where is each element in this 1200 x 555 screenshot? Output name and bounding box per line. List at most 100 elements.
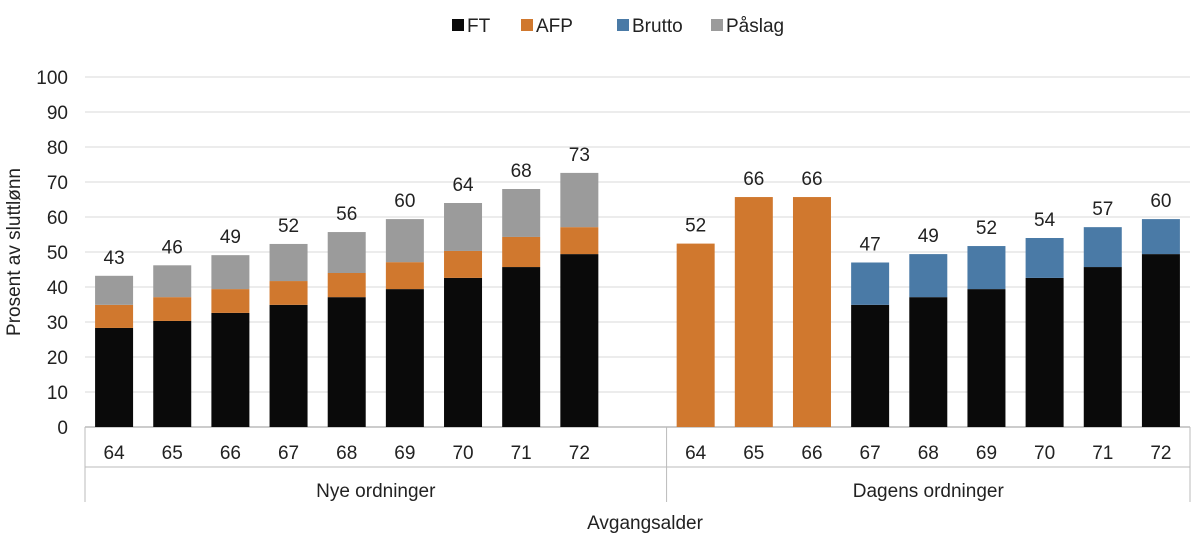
data-label: 60 — [394, 191, 415, 212]
y-tick-label: 0 — [57, 418, 68, 439]
bar-ft — [560, 254, 599, 427]
bar-afp — [153, 297, 192, 321]
x-tick-label: 69 — [976, 443, 997, 464]
legend-label: Påslag — [726, 16, 784, 37]
x-tick-label: 67 — [278, 443, 299, 464]
y-tick-label: 10 — [47, 383, 68, 404]
legend-label: AFP — [536, 16, 573, 37]
bar-ft — [967, 289, 1006, 427]
x-axis-label: Avgangsalder — [587, 513, 704, 534]
bar-afp — [385, 262, 424, 290]
data-label: 56 — [336, 204, 357, 225]
bar-ft — [269, 304, 308, 427]
bar-afp — [327, 273, 366, 298]
y-axis-ticks: 0 10 20 30 40 50 60 70 80 90 100 — [36, 68, 68, 439]
bar-ft — [909, 297, 948, 427]
x-tick-label: 70 — [1034, 443, 1055, 464]
bar-afp — [502, 236, 541, 268]
bar-brutto — [1141, 219, 1180, 255]
data-label: 64 — [452, 175, 474, 196]
data-label: 66 — [801, 169, 822, 190]
data-label: 54 — [1034, 210, 1056, 231]
y-tick-label: 80 — [47, 138, 68, 159]
x-tick-label: 72 — [1150, 443, 1171, 464]
legend-swatch-brutto — [617, 19, 629, 31]
y-axis-label: Prosent av sluttlønn — [4, 168, 25, 336]
bar-afp — [211, 289, 250, 313]
bar-afp — [269, 281, 308, 305]
bar-afp — [792, 197, 831, 427]
bars: 43 46 49 52 56 60 64 68 73 52 66 66 47 49 52 54 57 60 — [95, 145, 1180, 427]
data-label: 52 — [685, 216, 706, 237]
bar-ft — [153, 320, 192, 427]
data-label: 46 — [162, 237, 183, 258]
data-label: 49 — [918, 226, 939, 247]
x-tick-label: 70 — [452, 443, 473, 464]
bar-påslag — [95, 275, 134, 305]
x-tick-label: 64 — [104, 443, 126, 464]
x-tick-label: 71 — [1092, 443, 1113, 464]
bar-afp — [95, 304, 134, 328]
group-label: Nye ordninger — [316, 481, 436, 502]
bar-afp — [676, 243, 715, 427]
data-label: 47 — [860, 235, 881, 256]
x-tick-label: 71 — [511, 443, 532, 464]
y-tick-label: 90 — [47, 103, 68, 124]
x-axis: 64 65 66 67 68 69 70 71 72 64 65 66 67 68 69 70 71 72 Nye … — [84, 427, 1191, 502]
y-tick-label: 20 — [47, 348, 68, 369]
x-tick-label: 68 — [336, 443, 357, 464]
data-label: 49 — [220, 227, 241, 248]
data-label: 68 — [511, 161, 532, 182]
bar-brutto — [1083, 227, 1122, 268]
data-label: 66 — [743, 169, 764, 190]
bar-påslag — [269, 243, 308, 282]
bar-brutto — [909, 254, 948, 298]
x-tick-label: 66 — [801, 443, 822, 464]
legend-swatch-afp — [521, 19, 533, 31]
y-tick-label: 50 — [47, 243, 68, 264]
bar-brutto — [967, 246, 1006, 290]
bar-ft — [327, 297, 366, 427]
gridlines — [85, 76, 1190, 428]
data-label: 43 — [104, 248, 125, 269]
x-tick-label: 66 — [220, 443, 241, 464]
group-label: Dagens ordninger — [853, 481, 1005, 502]
x-tick-label: 68 — [918, 443, 939, 464]
bar-ft — [1083, 267, 1122, 427]
y-tick-label: 60 — [47, 208, 68, 229]
bar-ft — [1025, 277, 1064, 427]
legend-label: FT — [467, 16, 491, 37]
bar-påslag — [327, 232, 366, 273]
bar-ft — [385, 289, 424, 427]
bar-afp — [444, 250, 483, 278]
bar-ft — [1141, 254, 1180, 427]
bar-brutto — [851, 262, 890, 305]
data-label: 52 — [976, 218, 997, 239]
x-tick-label: 65 — [162, 443, 183, 464]
x-tick-label: 72 — [569, 443, 590, 464]
bar-ft — [95, 327, 134, 427]
bar-brutto — [1025, 238, 1064, 278]
bar-ft — [211, 312, 250, 427]
data-label: 52 — [278, 216, 299, 237]
x-tick-label: 64 — [685, 443, 707, 464]
bar-ft — [851, 304, 890, 427]
y-tick-label: 100 — [36, 68, 68, 89]
bar-påslag — [211, 255, 250, 290]
legend-swatch-ft — [452, 19, 464, 31]
x-tick-label: 65 — [743, 443, 764, 464]
data-label: 60 — [1150, 191, 1171, 212]
x-tick-label: 69 — [394, 443, 415, 464]
bar-ft — [502, 267, 541, 427]
bar-påslag — [385, 219, 424, 263]
bar-påslag — [560, 172, 599, 228]
x-tick-label: 67 — [860, 443, 881, 464]
y-tick-label: 30 — [47, 313, 68, 334]
y-tick-label: 70 — [47, 173, 68, 194]
y-tick-label: 40 — [47, 278, 68, 299]
bar-ft — [444, 277, 483, 427]
bar-påslag — [444, 203, 483, 251]
data-label: 73 — [569, 145, 590, 166]
data-label: 57 — [1092, 199, 1113, 220]
